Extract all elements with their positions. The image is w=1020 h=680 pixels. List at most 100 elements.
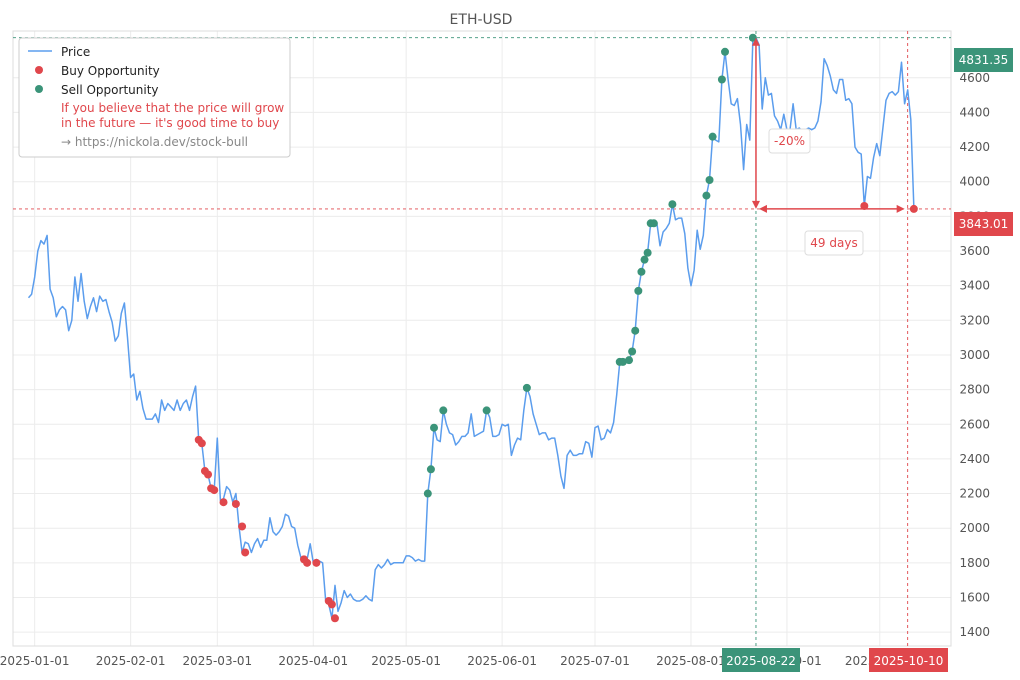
buy-marker xyxy=(330,614,339,623)
sell-marker xyxy=(439,406,448,415)
duration-label: 49 days xyxy=(810,236,857,250)
drop-percent-annotation: -20% xyxy=(768,128,811,154)
y-tick-label: 1400 xyxy=(959,625,990,639)
x-tick-label: 2025-01-01 xyxy=(0,654,70,668)
price-line xyxy=(27,37,915,620)
y-tick-label: 2200 xyxy=(959,487,990,501)
buy-marker xyxy=(327,600,336,609)
buy-markers xyxy=(194,201,918,623)
buy-marker xyxy=(197,439,206,448)
current-date-badge-label: 2025-10-10 xyxy=(874,654,944,668)
sell-marker xyxy=(717,75,726,84)
x-tick-label: 2025-04-01 xyxy=(278,654,348,668)
high-price-badge-bg xyxy=(954,48,1013,72)
buy-marker xyxy=(210,486,219,495)
x-tick-label: 2025-07-01 xyxy=(560,654,630,668)
legend-price-label: Price xyxy=(61,45,90,59)
current-date-badge-bg xyxy=(869,648,948,672)
legend-buy-swatch xyxy=(35,66,43,74)
legend-sell-swatch xyxy=(35,85,43,93)
buy-marker xyxy=(219,498,228,507)
current-date-badge: 2025-10-10 xyxy=(869,648,948,672)
sell-marker xyxy=(705,175,714,184)
x-tick-label: 2025-03-01 xyxy=(182,654,252,668)
legend-link[interactable]: → https://nickola.dev/stock-bull xyxy=(61,135,248,149)
high-price-badge: 4831.35 xyxy=(954,48,1013,72)
y-tick-label: 2400 xyxy=(959,452,990,466)
buy-marker xyxy=(204,470,213,479)
sell-marker xyxy=(631,326,640,335)
sell-marker xyxy=(628,347,637,356)
annotation-arrows xyxy=(751,37,905,213)
buy-marker xyxy=(231,499,240,508)
sell-markers xyxy=(423,33,757,498)
buy-marker xyxy=(860,201,869,210)
y-tick-label: 3400 xyxy=(959,279,990,293)
sell-marker xyxy=(618,357,627,366)
y-tick-label: 2600 xyxy=(959,417,990,431)
grid-lines xyxy=(13,31,951,646)
sell-marker xyxy=(522,383,531,392)
drop-percent-box xyxy=(768,128,811,154)
high-date-badge-label: 2025-08-22 xyxy=(726,654,796,668)
y-tick-label: 3000 xyxy=(959,348,990,362)
x-tick-label: 2025-02-01 xyxy=(96,654,166,668)
sell-marker xyxy=(430,423,439,432)
legend-note-line-1: If you believe that the price will grow xyxy=(61,101,284,115)
high-date-badge-bg xyxy=(722,648,800,672)
y-tick-label: 4000 xyxy=(959,175,990,189)
duration-arrow-head-left xyxy=(758,204,767,213)
sell-marker xyxy=(748,33,757,42)
y-tick-label: 3600 xyxy=(959,244,990,258)
y-tick-label: 2000 xyxy=(959,521,990,535)
sell-marker xyxy=(637,267,646,276)
y-tick-label: 3200 xyxy=(959,313,990,327)
sell-marker xyxy=(625,356,634,365)
legend-note-line-2: in the future — it's good time to buy xyxy=(61,116,279,130)
x-tick-label: 2025-06-01 xyxy=(467,654,537,668)
y-tick-label: 4200 xyxy=(959,140,990,154)
x-tick-label: 2025-05-01 xyxy=(371,654,441,668)
y-axis-ticks: 1400 1600 1800 2000 2200 2400 2600 2800 3000 3200… xyxy=(959,71,990,639)
high-date-badge: 2025-08-22 xyxy=(722,648,800,672)
current-price-badge-bg xyxy=(954,212,1013,236)
sell-marker xyxy=(640,255,649,264)
sell-marker xyxy=(426,465,435,474)
duration-box xyxy=(804,230,864,256)
y-tick-label: 4600 xyxy=(959,71,990,85)
y-tick-label: 4400 xyxy=(959,105,990,119)
duration-arrow-head-right xyxy=(896,204,905,213)
sell-marker xyxy=(649,219,658,228)
current-price-badge-label: 3843.01 xyxy=(959,217,1009,231)
legend-box xyxy=(18,37,291,158)
x-tick-label: 2025-08-01 xyxy=(656,654,726,668)
y-tick-label: 2800 xyxy=(959,383,990,397)
legend-sell-label: Sell Opportunity xyxy=(61,83,159,97)
high-price-badge-label: 4831.35 xyxy=(959,53,1009,67)
sell-marker xyxy=(643,248,652,257)
y-tick-label: 1600 xyxy=(959,590,990,604)
price-series xyxy=(27,37,915,620)
drop-arrow-head-bottom xyxy=(751,200,760,209)
current-price-badge: 3843.01 xyxy=(954,212,1013,236)
buy-marker xyxy=(303,558,312,567)
chart-title: ETH-USD xyxy=(450,12,513,28)
drop-arrow-head-top xyxy=(751,37,760,46)
drop-percent-label: -20% xyxy=(774,134,805,148)
sell-marker xyxy=(423,489,432,498)
buy-marker xyxy=(909,204,918,213)
buy-marker xyxy=(312,558,321,567)
plot-frame xyxy=(12,30,952,647)
y-tick-label: 1800 xyxy=(959,556,990,570)
legend-buy-label: Buy Opportunity xyxy=(61,64,160,78)
sell-marker xyxy=(482,406,491,415)
buy-marker xyxy=(238,522,247,531)
sell-marker xyxy=(702,191,711,200)
sell-marker xyxy=(708,132,717,141)
buy-marker xyxy=(241,548,250,557)
legend: Price Buy Opportunity Sell Opportunity I… xyxy=(18,37,291,158)
sell-marker xyxy=(634,286,643,295)
sell-marker xyxy=(721,47,730,56)
sell-marker xyxy=(668,200,677,209)
